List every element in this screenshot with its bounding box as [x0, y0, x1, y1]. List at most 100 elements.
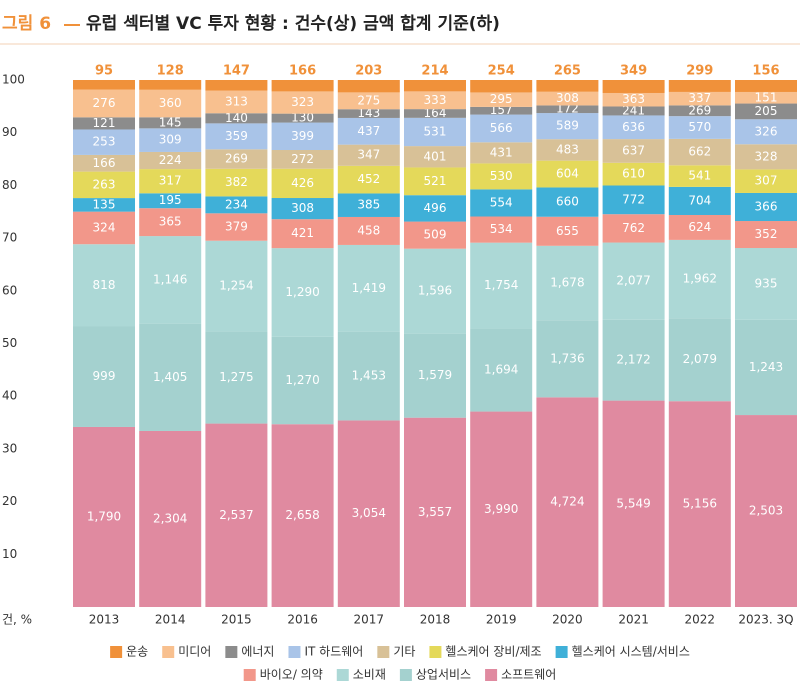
bar-segment	[536, 187, 599, 217]
bar-segment	[602, 106, 665, 116]
data-label: 1,405	[153, 370, 187, 384]
data-label: 610	[622, 167, 645, 181]
data-label: 253	[93, 135, 116, 149]
bar-segment	[470, 242, 533, 329]
bar-segment	[271, 150, 334, 169]
bar-segment	[668, 401, 731, 607]
bar-segment	[536, 245, 599, 321]
data-label: 337	[688, 91, 711, 105]
data-label: 570	[688, 120, 711, 134]
data-label: 263	[93, 177, 116, 191]
data-label: 1,275	[219, 370, 253, 384]
bar-segment	[271, 80, 334, 92]
data-label: 385	[357, 198, 380, 212]
data-label: 1,290	[285, 285, 319, 299]
data-label: 307	[755, 174, 778, 188]
data-label: 254	[488, 64, 515, 79]
bar-segment	[668, 186, 731, 215]
bar-segment	[735, 169, 797, 193]
bar-segment	[602, 162, 665, 186]
bar-segment	[271, 219, 334, 249]
data-label: 624	[688, 220, 711, 234]
legend-label: 에너지	[241, 645, 274, 659]
data-label: 483	[556, 142, 579, 156]
y-tick-label: 80	[2, 178, 17, 192]
legend-swatch	[288, 646, 301, 658]
data-label: 143	[357, 106, 380, 120]
data-label: 326	[755, 124, 778, 138]
bar-segment	[271, 122, 334, 151]
data-label: 140	[225, 111, 248, 125]
data-label: 2,079	[683, 352, 717, 366]
data-label: 541	[688, 169, 711, 183]
bar-segment	[139, 323, 202, 431]
data-label: 164	[424, 106, 447, 120]
data-label: 935	[755, 276, 778, 290]
x-tick-label: 2022	[685, 613, 716, 627]
data-label: 324	[93, 220, 116, 234]
x-tick-label: 2019	[486, 613, 517, 627]
data-label: 660	[556, 195, 579, 209]
data-label: 214	[421, 64, 448, 79]
bar-segment	[271, 336, 334, 425]
data-label: 426	[291, 176, 314, 190]
bar-segment	[139, 193, 202, 209]
data-label: 3,990	[484, 502, 518, 516]
data-label: 365	[159, 215, 182, 229]
data-label: 359	[225, 129, 248, 143]
data-label: 130	[291, 111, 314, 125]
legend-swatch	[162, 646, 175, 658]
data-label: 704	[688, 193, 711, 207]
bar-segment	[536, 139, 599, 161]
data-label: 509	[424, 228, 447, 242]
data-label: 363	[622, 92, 645, 106]
bar-segment	[73, 198, 135, 212]
data-label: 379	[225, 220, 248, 234]
data-label: 437	[357, 124, 380, 138]
bar-segment	[602, 185, 665, 215]
bar-segment	[337, 331, 400, 421]
bar-segment	[404, 195, 466, 222]
data-label: 276	[93, 96, 116, 110]
data-label: 1,579	[418, 368, 452, 382]
data-label: 2,503	[749, 504, 783, 518]
data-label: 224	[159, 153, 182, 167]
bar-segment	[404, 91, 466, 110]
data-label: 5,549	[616, 496, 650, 510]
data-label: 1,270	[285, 373, 319, 387]
data-label: 2,172	[616, 353, 650, 367]
data-label: 95	[95, 64, 113, 79]
bar-segment	[536, 113, 599, 140]
legend-label: 기타	[393, 645, 415, 659]
bar-segment	[73, 326, 135, 427]
bar-segment	[73, 211, 135, 245]
data-label: 299	[686, 64, 713, 79]
bar-segment	[668, 91, 731, 106]
x-tick-label: 2018	[420, 613, 451, 627]
legend-label: IT 하드웨어	[304, 645, 363, 659]
data-label: 1,596	[418, 284, 452, 298]
bar-segment	[139, 430, 202, 607]
legend-label: 헬스케어 장비/제조	[445, 645, 541, 659]
legend-label: 헬스케어 시스템/서비스	[572, 645, 690, 659]
data-label: 328	[755, 149, 778, 163]
bar-segment	[470, 114, 533, 143]
bar-segment	[668, 239, 731, 319]
data-label: 241	[622, 103, 645, 117]
bar-segment	[668, 80, 731, 92]
bar-segment	[668, 214, 731, 240]
data-label: 234	[225, 197, 248, 211]
data-label: 166	[289, 64, 316, 79]
bar-segment	[73, 426, 135, 607]
x-tick-label: 2015	[221, 613, 252, 627]
bar-segment	[139, 151, 202, 170]
data-label: 566	[490, 121, 513, 135]
bar-segment	[139, 208, 202, 237]
data-label: 1,754	[484, 278, 518, 292]
data-label: 2,658	[285, 508, 319, 522]
bar-segment	[404, 167, 466, 196]
bar-segment	[337, 144, 400, 166]
bar-segment	[73, 89, 135, 118]
data-label: 636	[622, 120, 645, 134]
bar-segment	[73, 80, 135, 90]
